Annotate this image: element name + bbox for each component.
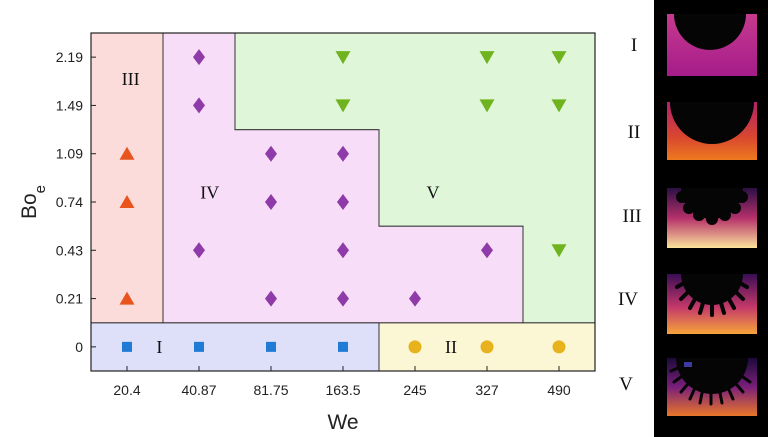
cavity-fragments-5 xyxy=(669,366,752,406)
marker-regime-iv xyxy=(409,290,421,307)
cavity-lobes-3 xyxy=(676,191,748,225)
cavity-fill-5 xyxy=(676,358,748,394)
marker-regime-i xyxy=(194,341,204,352)
y-tick-label: 2.19 xyxy=(56,49,83,65)
cavity-fill-2 xyxy=(670,102,754,144)
marker-regime-iii xyxy=(119,146,135,160)
marker-regime-iii xyxy=(119,195,135,208)
marker-regime-iv xyxy=(481,242,493,259)
region-label-5: V xyxy=(427,182,440,202)
snapshot-panel-2: II xyxy=(628,102,757,160)
marker-regime-iv xyxy=(337,242,349,259)
snapshot-panel-column: I II III IV xyxy=(618,0,768,437)
panel-label-5: V xyxy=(619,374,633,395)
panel-label-3: III xyxy=(623,206,642,227)
marker-regime-i xyxy=(266,341,276,352)
marker-regime-ii xyxy=(408,340,422,354)
cavity-fill-4 xyxy=(681,274,743,305)
x-tick-label: 490 xyxy=(547,382,571,398)
region-label-2: II xyxy=(445,337,457,357)
cavity-shape-1 xyxy=(674,14,746,50)
cavity-fill-1 xyxy=(675,14,745,44)
marker-regime-v xyxy=(551,244,567,258)
cavity-fingers-4 xyxy=(675,281,749,317)
x-tick-label: 40.87 xyxy=(181,382,216,398)
marker-regime-iv xyxy=(337,145,349,162)
x-axis-title: We xyxy=(327,411,358,434)
y-axis-title: Boe xyxy=(18,185,49,219)
x-tick-label: 245 xyxy=(403,382,427,398)
marker-regime-ii xyxy=(480,340,494,354)
marker-regime-iv xyxy=(265,145,277,162)
marker-regime-iv xyxy=(265,290,277,307)
snapshot-panel-4: IV xyxy=(618,274,757,334)
region-label-3: III xyxy=(122,69,140,89)
x-tick-label: 20.4 xyxy=(113,382,140,398)
panel-label-1: I xyxy=(631,35,637,56)
x-tick-label: 163.5 xyxy=(325,382,360,398)
x-tick-label: 81.75 xyxy=(253,382,288,398)
region-label-4: IV xyxy=(200,182,219,202)
marker-regime-iv xyxy=(265,194,277,210)
snapshot-panel-3: III xyxy=(623,188,757,248)
marker-regime-v xyxy=(551,51,567,65)
marker-regime-iv xyxy=(193,97,205,114)
y-tick-label: 0.43 xyxy=(56,242,83,258)
marker-regime-i xyxy=(122,341,132,352)
fragment-blob-5 xyxy=(684,362,692,367)
y-tick-label: 1.09 xyxy=(56,146,83,162)
marker-regime-iii xyxy=(119,291,135,305)
marker-regime-iv xyxy=(193,49,205,66)
marker-regime-iv xyxy=(337,290,349,307)
marker-regime-v xyxy=(551,99,567,113)
y-tick-label: 0 xyxy=(75,339,83,355)
panel-label-4: IV xyxy=(618,289,638,310)
snapshot-panel-1: I xyxy=(631,14,757,76)
marker-regime-iv xyxy=(337,194,349,210)
y-tick-label: 1.49 xyxy=(56,97,83,113)
marker-regime-v xyxy=(335,51,351,65)
y-tick-label: 0.21 xyxy=(56,291,83,307)
y-axis-title-subscript: e xyxy=(32,185,49,193)
marker-regime-ii xyxy=(552,340,566,354)
region-label-1: I xyxy=(156,337,162,357)
y-tick-label: 0.74 xyxy=(56,194,83,210)
marker-regime-v xyxy=(335,99,351,113)
snapshot-panel-5: V xyxy=(619,358,757,416)
region-1 xyxy=(90,322,380,372)
marker-regime-v xyxy=(479,51,495,65)
x-tick-label: 327 xyxy=(475,382,499,398)
panel-label-2: II xyxy=(628,122,641,143)
marker-regime-i xyxy=(338,341,348,352)
marker-regime-iv xyxy=(193,242,205,259)
marker-regime-v xyxy=(479,99,495,113)
